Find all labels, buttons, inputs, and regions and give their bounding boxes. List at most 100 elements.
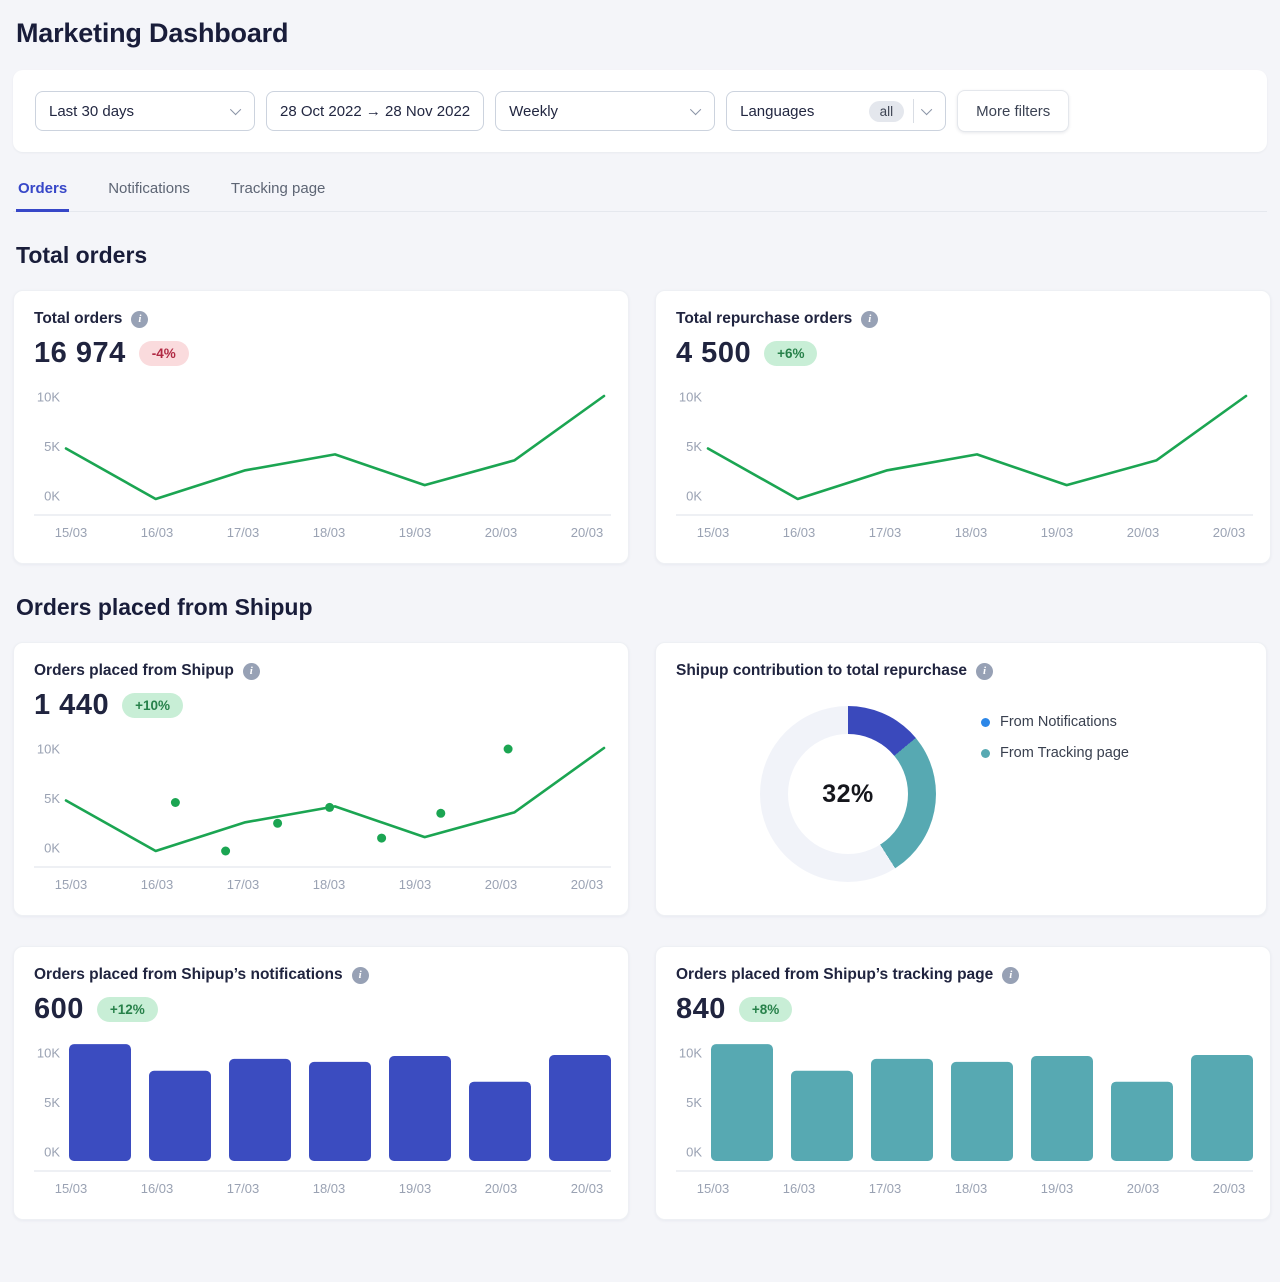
card-title: Shipup contribution to total repurchase [676, 662, 968, 679]
svg-text:10K: 10K [37, 742, 60, 757]
period-select[interactable]: Last 30 days [35, 91, 255, 131]
svg-text:20/03: 20/03 [485, 525, 518, 540]
svg-text:20/03: 20/03 [571, 1181, 604, 1196]
legend-label: From Tracking page [1000, 745, 1129, 761]
delta-badge: -4% [138, 341, 189, 366]
card-orders-from-shipup: Orders placed from Shipup i 1 440 +10% 0… [13, 642, 629, 916]
svg-text:10K: 10K [679, 1046, 702, 1061]
page: Marketing Dashboard Last 30 days 28 Oct … [13, 18, 1271, 1220]
info-icon[interactable]: i [1002, 966, 1020, 984]
card-total-orders: Total orders i 16 974 -4% 0K 5K 10K 15/03 16… [13, 290, 629, 564]
section-title-shipup-orders: Orders placed from Shipup [16, 594, 313, 620]
svg-text:20/03: 20/03 [1213, 1181, 1246, 1196]
card-shipup-contribution: Shipup contribution to total repurchase … [655, 642, 1267, 916]
info-icon[interactable]: i [351, 966, 369, 984]
bar-chart-tracking-page: 0K 5K 10K 15/03 16/03 17/03 18/03 19/03 20/03 20/… [676, 1030, 1253, 1207]
tab-bar: Orders Notifications Tracking page [13, 176, 1267, 212]
svg-text:18/03: 18/03 [313, 877, 346, 892]
svg-text:15/03: 15/03 [55, 525, 88, 540]
delta-badge: +8% [738, 997, 793, 1022]
languages-all-badge: all [868, 100, 905, 122]
date-range-value: 28 Oct 2022 → 28 Nov 2022 [280, 102, 471, 120]
tab-tracking-page[interactable]: Tracking page [230, 180, 326, 197]
svg-text:20/03: 20/03 [1213, 525, 1246, 540]
card-title: Orders placed from Shipup [34, 662, 234, 679]
date-range-field[interactable]: 28 Oct 2022 → 28 Nov 2022 [266, 91, 485, 131]
info-icon[interactable]: i [861, 310, 879, 328]
svg-text:15/03: 15/03 [55, 1181, 88, 1196]
languages-select[interactable]: Languages all [726, 91, 947, 131]
delta-badge: +6% [764, 341, 818, 366]
chevron-down-icon [921, 103, 933, 116]
delta-badge: +10% [122, 693, 183, 718]
section-title-total-orders: Total orders [16, 242, 148, 268]
card-total-repurchase-orders: Total repurchase orders i 4 500 +6% 0K 5K… [655, 290, 1271, 564]
more-filters-button[interactable]: More filters [957, 90, 1070, 132]
svg-text:5K: 5K [44, 439, 60, 454]
svg-text:19/03: 19/03 [399, 877, 432, 892]
donut-legend: From Notifications From Tracking page [981, 714, 1129, 761]
svg-text:16/03: 16/03 [783, 525, 816, 540]
legend-dot-tracking-page [981, 748, 990, 758]
bar-chart-notifications: 0K 5K 10K 15/03 16/03 17/03 18/03 19/03 20/03 20/… [34, 1030, 611, 1207]
svg-text:5K: 5K [44, 791, 60, 806]
svg-text:16/03: 16/03 [141, 525, 174, 540]
svg-text:15/03: 15/03 [55, 877, 88, 892]
svg-text:15/03: 15/03 [697, 525, 730, 540]
svg-text:16/03: 16/03 [783, 1181, 816, 1196]
svg-text:17/03: 17/03 [869, 525, 902, 540]
legend-label: From Notifications [1000, 714, 1117, 730]
legend-item-tracking-page: From Tracking page [981, 745, 1129, 761]
line-chart-total-orders: 0K 5K 10K 15/03 16/03 17/03 18/03 19/03 20/03 20/… [34, 374, 611, 551]
metric-value: 16 974 [34, 337, 126, 369]
svg-text:10K: 10K [679, 390, 702, 405]
svg-text:18/03: 18/03 [955, 1181, 988, 1196]
svg-text:0K: 0K [44, 489, 60, 504]
svg-text:18/03: 18/03 [313, 525, 346, 540]
svg-text:19/03: 19/03 [399, 1181, 432, 1196]
svg-text:18/03: 18/03 [955, 525, 988, 540]
svg-text:0K: 0K [686, 489, 702, 504]
tab-notifications[interactable]: Notifications [108, 180, 190, 197]
svg-text:20/03: 20/03 [485, 1181, 518, 1196]
svg-text:0K: 0K [44, 841, 60, 856]
delta-badge: +12% [96, 997, 158, 1022]
line-scatter-chart-shipup-orders: 0K 5K 10K 15/03 16/03 17/03 18/03 19/03 20/03 20/… [34, 726, 611, 903]
frequency-select[interactable]: Weekly [495, 91, 716, 131]
svg-text:5K: 5K [686, 1095, 702, 1110]
svg-text:15/03: 15/03 [697, 1181, 730, 1196]
cards-row-3: Orders placed from Shipup’s notification… [13, 946, 1271, 1220]
card-title: Orders placed from Shipup’s tracking pag… [676, 966, 994, 983]
svg-text:5K: 5K [44, 1095, 60, 1110]
svg-text:18/03: 18/03 [313, 1181, 346, 1196]
info-icon[interactable]: i [976, 662, 994, 680]
cards-row-2: Orders placed from Shipup i 1 440 +10% 0… [13, 642, 1267, 916]
info-icon[interactable]: i [242, 662, 260, 680]
svg-text:20/03: 20/03 [1127, 1181, 1160, 1196]
svg-text:0K: 0K [686, 1145, 702, 1160]
metric-value: 600 [34, 993, 84, 1025]
card-title: Orders placed from Shipup’s notification… [34, 966, 343, 983]
svg-text:20/03: 20/03 [571, 877, 604, 892]
svg-text:5K: 5K [686, 439, 702, 454]
legend-item-notifications: From Notifications [981, 714, 1129, 730]
card-orders-from-notifications: Orders placed from Shipup’s notification… [13, 946, 629, 1220]
page-title: Marketing Dashboard [16, 18, 289, 48]
svg-text:20/03: 20/03 [485, 877, 518, 892]
metric-value: 840 [676, 993, 726, 1025]
svg-text:17/03: 17/03 [227, 877, 260, 892]
tab-orders[interactable]: Orders [16, 176, 70, 212]
filter-bar: Last 30 days 28 Oct 2022 → 28 Nov 2022 W… [13, 70, 1267, 152]
card-orders-from-tracking-page: Orders placed from Shipup’s tracking pag… [655, 946, 1271, 1220]
line-chart-total-repurchase: 0K 5K 10K 15/03 16/03 17/03 18/03 19/03 20/03 20/… [676, 374, 1253, 551]
svg-text:16/03: 16/03 [141, 1181, 174, 1196]
info-icon[interactable]: i [131, 310, 149, 328]
svg-text:0K: 0K [44, 1145, 60, 1160]
divider [913, 99, 915, 123]
svg-text:10K: 10K [37, 390, 60, 405]
languages-select-label: Languages [740, 102, 815, 120]
card-title: Total repurchase orders [676, 310, 853, 327]
card-title: Total orders [34, 310, 123, 327]
cards-row-1: Total orders i 16 974 -4% 0K 5K 10K 15/03 16… [13, 290, 1271, 564]
donut-chart-contribution: 32% [760, 706, 936, 882]
